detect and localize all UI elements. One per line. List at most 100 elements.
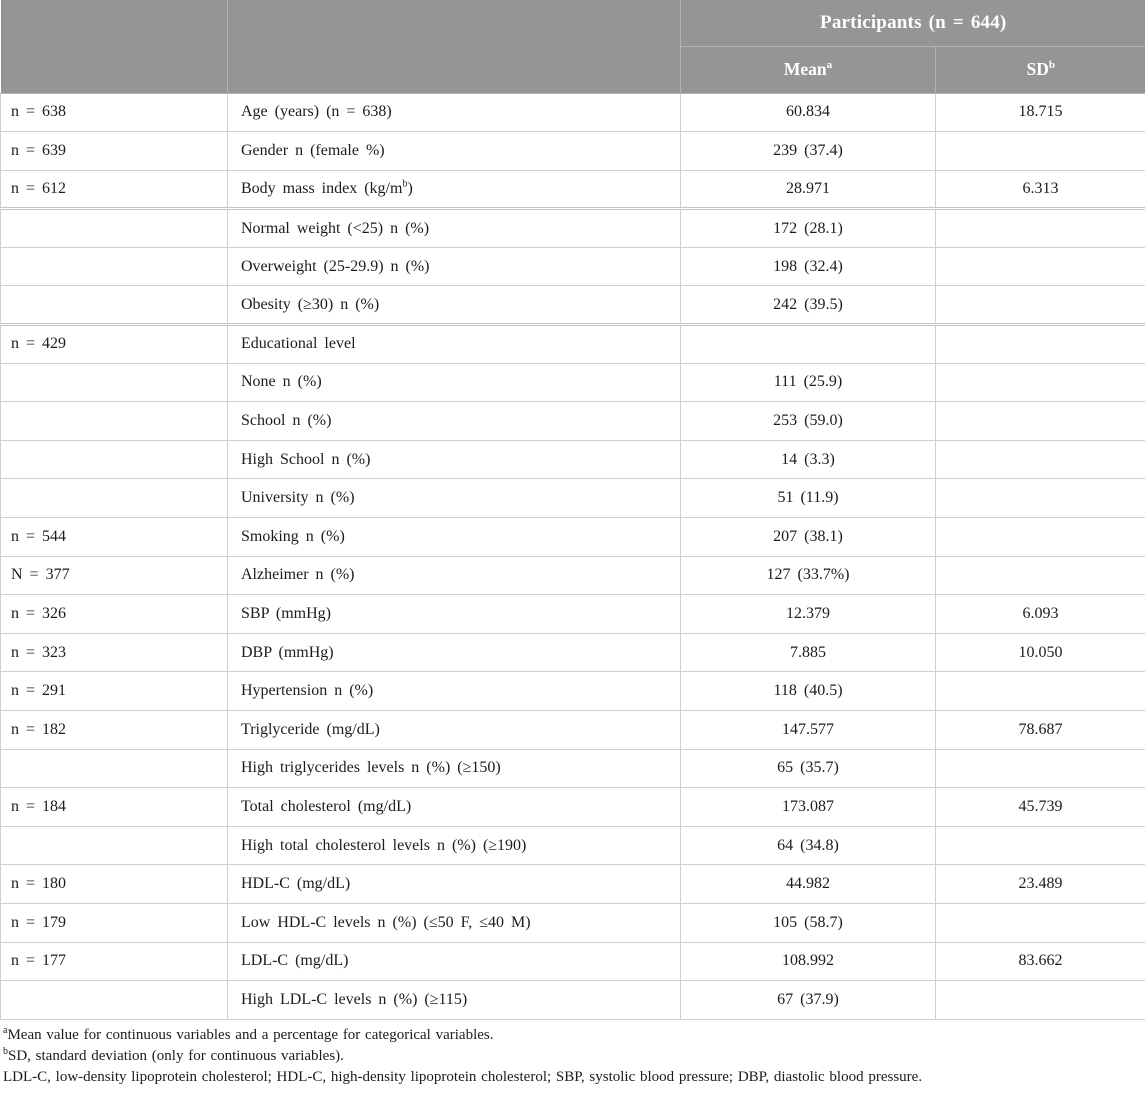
row-variable-cell: Obesity (≥30) n (%) [227, 285, 681, 326]
row-mean-cell: 118 (40.5) [680, 671, 936, 711]
row-sd-cell: 83.662 [934, 941, 1145, 982]
row-variable-label: SBP (mmHg) [241, 605, 331, 623]
header-participants: Participants (n = 644) [679, 0, 1145, 47]
row-variable-cell: University n (%) [227, 478, 681, 519]
row-variable-cell: SBP (mmHg) [227, 594, 681, 634]
table-row: n = 429 Educational level [0, 323, 1145, 364]
row-sample-size-cell [0, 207, 228, 248]
header-sd-label: SD [1026, 59, 1049, 79]
row-mean-cell: 28.971 [680, 169, 936, 210]
participants-table: Participants (n = 644) Meana SDb n = 638… [0, 0, 1145, 1020]
footnote-sd-superscript: b [3, 1045, 8, 1057]
row-variable-label: School n (%) [241, 412, 332, 430]
row-sample-size-cell [0, 362, 228, 403]
row-mean-cell: 7.885 [680, 632, 936, 673]
table-row: n = 544 Smoking n (%) 207 (38.1) [0, 517, 1145, 557]
row-sample-size-cell: N = 377 [0, 555, 228, 596]
table-header: Participants (n = 644) Meana SDb [0, 0, 1145, 94]
row-sd-cell [934, 555, 1145, 596]
row-sd-cell: 10.050 [934, 632, 1145, 673]
table-row: n = 612 Body mass index (kg/mb) 28.971 6… [0, 169, 1145, 210]
row-sd-cell [934, 902, 1145, 943]
row-sample-size-cell [0, 439, 228, 480]
row-variable-label: High total cholesterol levels n (%) (≥19… [241, 836, 527, 854]
row-sample-size-cell [0, 825, 228, 866]
row-variable-label: Hypertension n (%) [241, 682, 374, 700]
table-row: University n (%) 51 (11.9) [0, 478, 1145, 519]
row-mean-cell: 60.834 [680, 92, 936, 133]
row-sd-cell [934, 825, 1145, 866]
row-variable-cell: Body mass index (kg/mb) [227, 169, 681, 210]
row-sample-size-cell: n = 429 [0, 323, 228, 364]
table-row: n = 326 SBP (mmHg) 12.379 6.093 [0, 594, 1145, 634]
row-sample-size-cell: n = 323 [0, 632, 228, 673]
table-row: High LDL-C levels n (%) (≥115) 67 (37.9) [0, 980, 1145, 1020]
header-blank-variable [227, 0, 681, 94]
row-sd-cell [934, 362, 1145, 403]
footnote-mean: aMean value for continuous variables and… [3, 1025, 1145, 1046]
table-row: n = 182 Triglyceride (mg/dL) 147.577 78.… [0, 710, 1145, 750]
row-sample-size-cell: n = 638 [0, 92, 228, 133]
row-variable-cell: HDL-C (mg/dL) [227, 864, 681, 904]
header-mean-superscript: a [826, 59, 833, 72]
row-variable-label: Total cholesterol (mg/dL) [241, 797, 412, 815]
header-sd: SDb [934, 45, 1145, 94]
row-variable-cell: Low HDL-C levels n (%) (≤50 F, ≤40 M) [227, 902, 681, 943]
row-mean-cell: 108.992 [680, 941, 936, 982]
row-sd-cell [934, 401, 1145, 441]
row-sd-cell: 45.739 [934, 787, 1145, 827]
row-variable-cell: DBP (mmHg) [227, 632, 681, 673]
row-sample-size-cell: n = 291 [0, 671, 228, 711]
row-sample-size-cell: n = 179 [0, 902, 228, 943]
footnote-mean-superscript: a [3, 1024, 8, 1036]
row-mean-cell [680, 323, 936, 364]
row-variable-label: University n (%) [241, 489, 355, 507]
row-variable-label: Alzheimer n (%) [241, 566, 355, 584]
header-mean: Meana [680, 45, 936, 94]
header-sd-superscript: b [1048, 59, 1055, 72]
row-variable-label: HDL-C (mg/dL) [241, 875, 351, 893]
row-variable-cell: High School n (%) [227, 439, 681, 480]
table-body: n = 638 Age (years) (n = 638) 60.834 18.… [0, 92, 1145, 1020]
row-mean-cell: 12.379 [680, 594, 936, 634]
table-row: Overweight (25-29.9) n (%) 198 (32.4) [0, 246, 1145, 287]
row-sample-size-cell: n = 184 [0, 787, 228, 827]
table-row: n = 180 HDL-C (mg/dL) 44.982 23.489 [0, 864, 1145, 904]
table-row: n = 323 DBP (mmHg) 7.885 10.050 [0, 632, 1145, 673]
row-variable-cell: High total cholesterol levels n (%) (≥19… [227, 825, 681, 866]
row-variable-superscript: b [402, 178, 408, 190]
row-sd-cell [934, 478, 1145, 519]
row-variable-label: High LDL-C levels n (%) (≥115) [241, 990, 468, 1008]
footnote-sd: bSD, standard deviation (only for contin… [3, 1046, 1145, 1067]
table-row: n = 177 LDL-C (mg/dL) 108.992 83.662 [0, 941, 1145, 982]
row-variable-label: LDL-C (mg/dL) [241, 952, 349, 970]
footnote-abbreviations: LDL-C, low-density lipoprotein cholester… [3, 1067, 1145, 1088]
row-mean-cell: 65 (35.7) [680, 748, 936, 789]
row-variable-cell: Hypertension n (%) [227, 671, 681, 711]
table-row: Normal weight (<25) n (%) 172 (28.1) [0, 207, 1145, 248]
row-sd-cell: 23.489 [934, 864, 1145, 904]
row-variable-cell: Normal weight (<25) n (%) [227, 207, 681, 248]
row-variable-cell: Smoking n (%) [227, 517, 681, 557]
row-variable-label-end: ) [407, 179, 413, 197]
row-sample-size-cell [0, 401, 228, 441]
row-mean-cell: 111 (25.9) [680, 362, 936, 403]
row-sample-size-cell [0, 285, 228, 326]
row-sd-cell [934, 207, 1145, 248]
row-sample-size-cell: n = 612 [0, 169, 228, 210]
row-sd-cell [934, 439, 1145, 480]
row-variable-label: Body mass index (kg/m [241, 179, 403, 197]
row-mean-cell: 207 (38.1) [680, 517, 936, 557]
row-mean-cell: 44.982 [680, 864, 936, 904]
table-row: N = 377 Alzheimer n (%) 127 (33.7%) [0, 555, 1145, 596]
row-sample-size-cell [0, 980, 228, 1020]
row-variable-cell: Age (years) (n = 638) [227, 92, 681, 133]
row-sample-size-cell [0, 478, 228, 519]
row-variable-cell: Gender n (female %) [227, 131, 681, 171]
footnote-mean-text: Mean value for continuous variables and … [7, 1026, 494, 1043]
table-row: High total cholesterol levels n (%) (≥19… [0, 825, 1145, 866]
row-variable-cell: Total cholesterol (mg/dL) [227, 787, 681, 827]
row-mean-cell: 198 (32.4) [680, 246, 936, 287]
row-sd-cell [934, 671, 1145, 711]
